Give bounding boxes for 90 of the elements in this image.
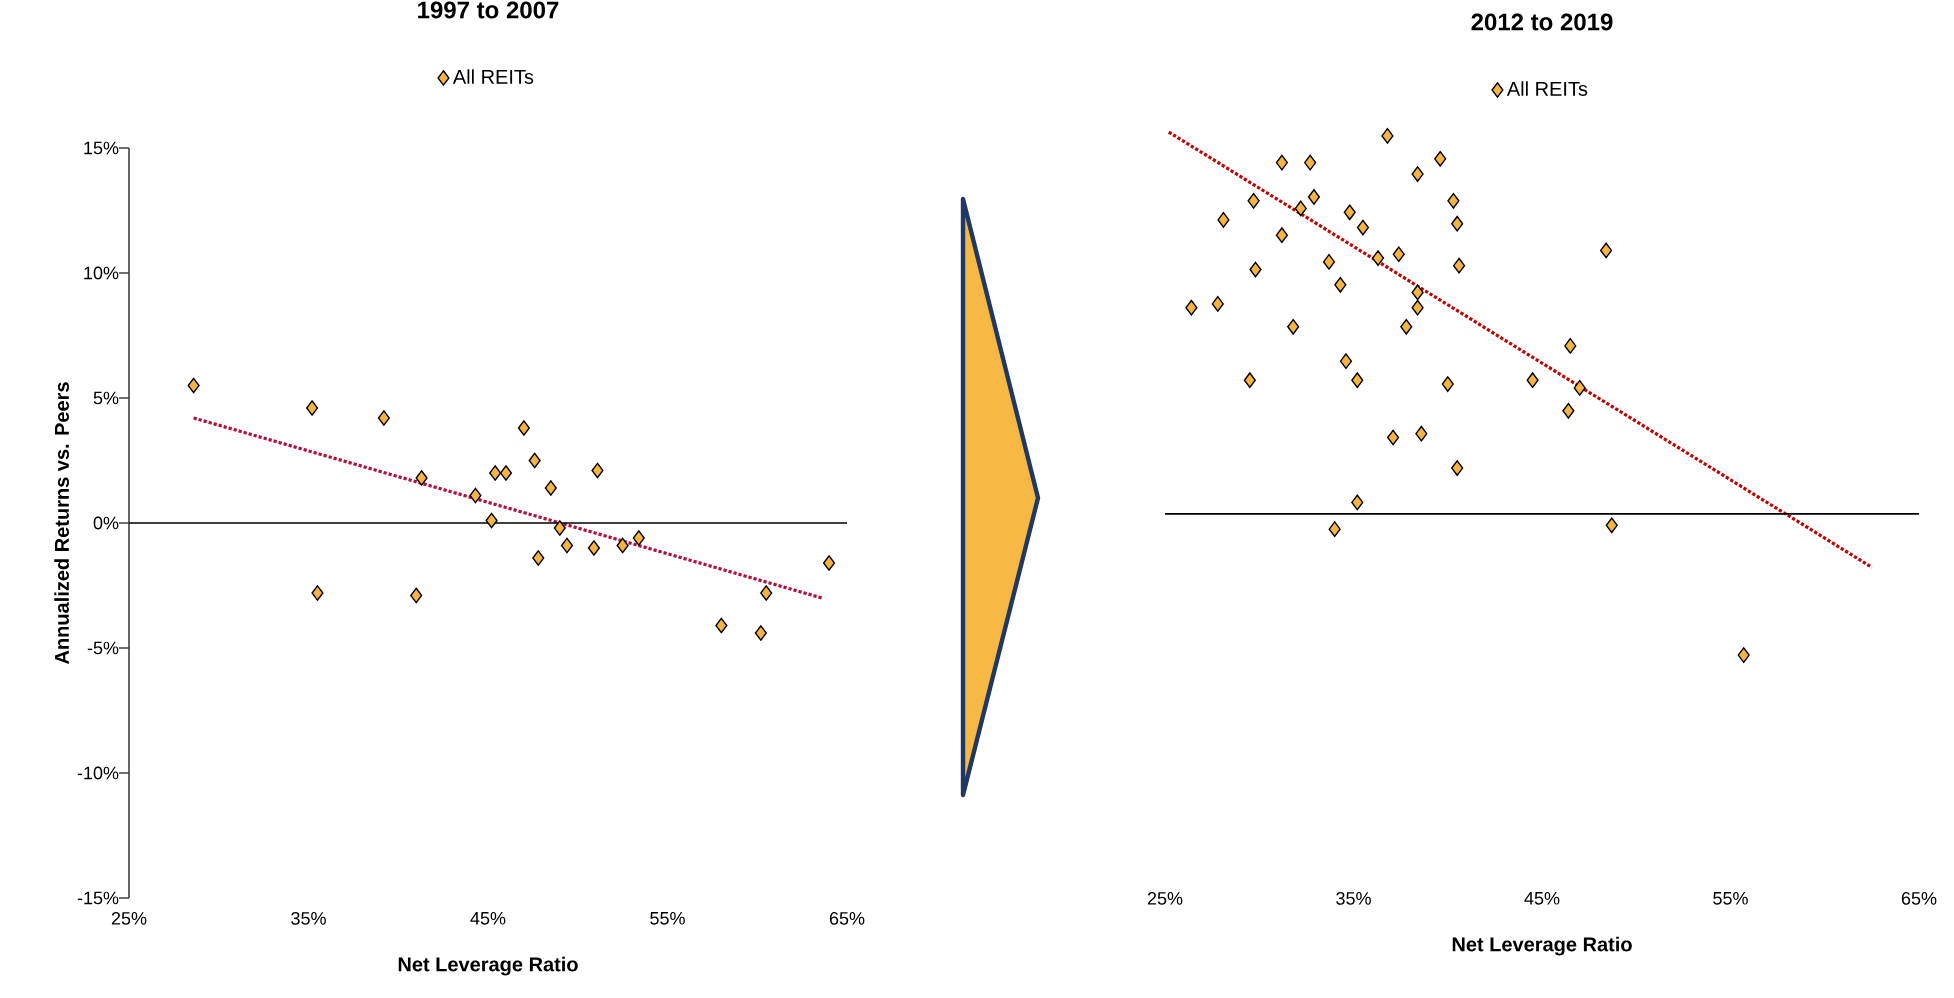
y-tick-label: 5% [93, 391, 119, 405]
y-tick-label: 0% [93, 516, 119, 530]
y-tick-label: -5% [87, 641, 119, 655]
point [1243, 372, 1256, 389]
point [1400, 318, 1413, 335]
point [1392, 246, 1405, 263]
point [1562, 402, 1575, 419]
x-tick-label: 35% [291, 911, 326, 925]
point [1343, 204, 1356, 221]
point [1451, 460, 1464, 476]
point [306, 400, 319, 416]
point [632, 530, 645, 546]
x-tick-label: 25% [111, 911, 147, 925]
point [1211, 295, 1224, 312]
point [1381, 127, 1394, 144]
chart-title: 1997 to 2007 [418, 1, 559, 19]
point [760, 585, 773, 601]
y-tick-label: -10% [77, 766, 119, 780]
point [1411, 299, 1424, 316]
point [1371, 250, 1385, 266]
point [410, 587, 423, 604]
point [754, 625, 767, 641]
point [1304, 154, 1317, 171]
point [1452, 257, 1466, 274]
point [489, 465, 502, 481]
x-axis-title: Net Leverage Ratio [1452, 936, 1632, 956]
point [1334, 276, 1347, 293]
y-tick-label: 10% [84, 266, 119, 280]
x-tick-label: 55% [1713, 892, 1748, 905]
y-tick-label: -15% [77, 891, 119, 905]
point [1294, 200, 1307, 217]
x-tick-label: 35% [1336, 891, 1371, 905]
point [1307, 189, 1321, 205]
point [1185, 299, 1198, 316]
point [544, 480, 557, 496]
point [1411, 284, 1424, 301]
point [1573, 379, 1586, 396]
point [1249, 261, 1262, 278]
point [1322, 253, 1336, 270]
y-tick-label: 15% [84, 141, 119, 155]
point [517, 420, 530, 436]
legend-label: All REITs [452, 69, 534, 84]
point [469, 487, 482, 504]
point [377, 410, 390, 426]
point [587, 540, 601, 556]
point [1415, 425, 1428, 442]
point [553, 520, 566, 536]
point [1447, 192, 1460, 209]
point [1451, 215, 1464, 232]
point [1434, 150, 1447, 167]
point [499, 465, 513, 481]
point [1441, 376, 1454, 392]
point [1328, 521, 1341, 538]
chart-title: 2012 to 2019 [1471, 13, 1613, 31]
x-axis-title: Net Leverage Ratio [398, 956, 578, 976]
point [1351, 372, 1364, 389]
x-tick-label: 45% [470, 912, 506, 925]
x-tick-label: 45% [1524, 892, 1560, 905]
point [532, 550, 545, 566]
point [715, 617, 728, 634]
x-tick-label: 25% [1147, 891, 1183, 905]
legend-label: All REITs [1506, 81, 1588, 96]
point [822, 555, 836, 571]
point [1287, 318, 1300, 335]
point [616, 537, 629, 554]
point [1600, 242, 1613, 259]
point [1356, 219, 1370, 236]
point [1605, 517, 1618, 534]
point [560, 537, 574, 554]
point [1217, 211, 1230, 228]
point [1737, 647, 1750, 664]
point [1275, 227, 1288, 244]
point [1339, 353, 1353, 370]
point [1387, 429, 1400, 446]
point [311, 585, 324, 601]
point [485, 512, 498, 529]
point [1247, 192, 1260, 209]
point [1411, 166, 1424, 182]
point [1564, 337, 1577, 354]
x-tick-label: 65% [1901, 891, 1937, 905]
point [528, 452, 541, 469]
point [1351, 494, 1364, 511]
x-tick-label: 65% [829, 911, 865, 925]
point [1526, 372, 1539, 389]
x-tick-label: 55% [650, 912, 685, 925]
y-axis-title: Annualized Returns vs. Peers [54, 382, 69, 665]
point [1275, 154, 1288, 171]
point [591, 462, 604, 479]
point [415, 470, 428, 486]
point [187, 377, 200, 394]
